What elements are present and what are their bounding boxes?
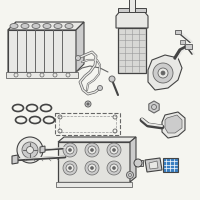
Ellipse shape <box>54 23 62 28</box>
Circle shape <box>22 142 38 158</box>
Circle shape <box>68 148 72 152</box>
Circle shape <box>98 86 102 90</box>
Circle shape <box>85 161 99 175</box>
Polygon shape <box>149 161 158 169</box>
Circle shape <box>112 166 116 170</box>
Circle shape <box>109 76 115 82</box>
Bar <box>175 30 181 34</box>
Ellipse shape <box>43 23 51 28</box>
Circle shape <box>85 101 91 107</box>
Circle shape <box>88 146 96 154</box>
Ellipse shape <box>32 23 40 28</box>
Circle shape <box>26 146 34 154</box>
Circle shape <box>90 148 94 152</box>
Circle shape <box>88 164 96 172</box>
Polygon shape <box>8 22 16 75</box>
Ellipse shape <box>21 23 29 28</box>
Polygon shape <box>56 182 132 187</box>
Circle shape <box>66 164 74 172</box>
Polygon shape <box>40 146 45 153</box>
Circle shape <box>85 143 99 157</box>
Circle shape <box>17 137 43 163</box>
Bar <box>180 40 185 44</box>
Circle shape <box>127 171 134 178</box>
Circle shape <box>63 143 77 157</box>
Circle shape <box>68 166 72 170</box>
Bar <box>185 44 192 49</box>
Circle shape <box>110 164 118 172</box>
Polygon shape <box>116 10 148 28</box>
Bar <box>129 0 135 12</box>
Bar <box>59 116 116 132</box>
Polygon shape <box>8 30 76 72</box>
Bar <box>118 28 146 73</box>
Polygon shape <box>58 137 136 142</box>
Polygon shape <box>76 22 84 72</box>
Bar <box>118 8 146 12</box>
Polygon shape <box>6 72 78 78</box>
Circle shape <box>110 146 118 154</box>
Polygon shape <box>165 115 182 133</box>
Circle shape <box>107 143 121 157</box>
Bar <box>135 160 143 166</box>
Bar <box>163 158 178 172</box>
Polygon shape <box>58 142 130 182</box>
Circle shape <box>161 71 165 75</box>
Circle shape <box>158 68 168 78</box>
Polygon shape <box>8 22 84 30</box>
Circle shape <box>134 159 142 167</box>
Circle shape <box>90 166 94 170</box>
Ellipse shape <box>10 23 18 28</box>
Circle shape <box>87 103 89 105</box>
Polygon shape <box>145 158 162 172</box>
Ellipse shape <box>65 23 73 28</box>
Polygon shape <box>130 137 136 182</box>
Circle shape <box>76 55 80 60</box>
Circle shape <box>66 146 74 154</box>
Polygon shape <box>12 155 18 164</box>
Polygon shape <box>162 112 185 138</box>
Circle shape <box>63 161 77 175</box>
Bar <box>55 113 120 135</box>
Circle shape <box>153 63 173 83</box>
Polygon shape <box>148 55 182 90</box>
Circle shape <box>112 148 116 152</box>
Circle shape <box>107 161 121 175</box>
